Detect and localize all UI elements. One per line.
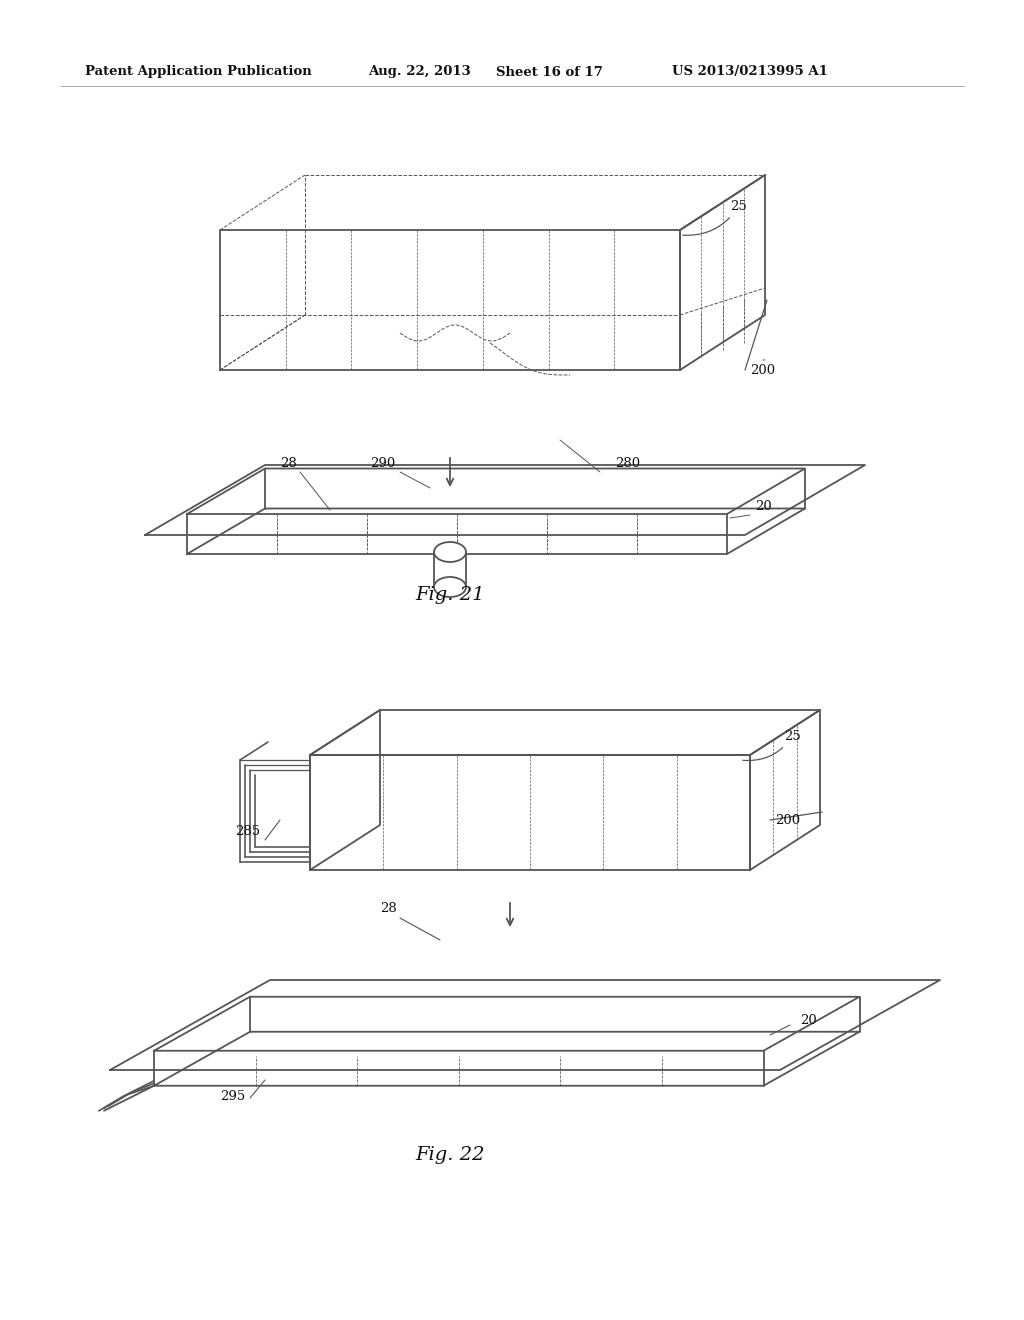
Text: Fig. 22: Fig. 22 bbox=[416, 1146, 484, 1164]
Text: 28: 28 bbox=[280, 457, 297, 470]
Text: 25: 25 bbox=[742, 730, 801, 760]
Text: 290: 290 bbox=[370, 457, 395, 470]
Text: 28: 28 bbox=[380, 902, 396, 915]
Text: 20: 20 bbox=[800, 1014, 817, 1027]
Text: 25: 25 bbox=[683, 201, 746, 235]
Text: 200: 200 bbox=[750, 363, 775, 376]
Text: 20: 20 bbox=[755, 500, 772, 513]
Ellipse shape bbox=[434, 543, 466, 562]
Text: US 2013/0213995 A1: US 2013/0213995 A1 bbox=[672, 66, 827, 78]
Text: 280: 280 bbox=[615, 457, 640, 470]
Ellipse shape bbox=[434, 577, 466, 597]
Text: Fig. 21: Fig. 21 bbox=[416, 586, 484, 605]
Text: Aug. 22, 2013: Aug. 22, 2013 bbox=[368, 66, 471, 78]
Text: 285: 285 bbox=[234, 825, 260, 838]
Text: 200: 200 bbox=[775, 813, 800, 826]
Text: 295: 295 bbox=[220, 1090, 246, 1104]
Text: Patent Application Publication: Patent Application Publication bbox=[85, 66, 311, 78]
Text: Sheet 16 of 17: Sheet 16 of 17 bbox=[496, 66, 603, 78]
